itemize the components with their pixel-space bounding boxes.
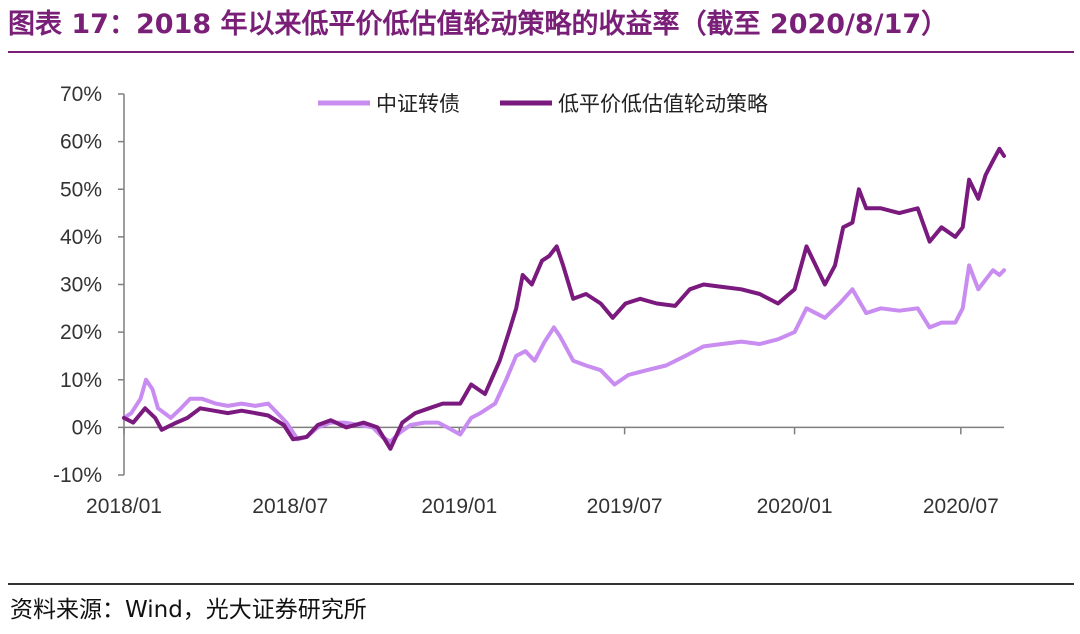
y-tick-label: -10%	[53, 464, 102, 487]
x-axis-tick-labels: 2018/01 2018/07 2019/01 2019/07 2020/01 2020/…	[86, 495, 999, 518]
y-tick-label: 20%	[60, 321, 102, 344]
y-axis-tick-labels: 70% 60% 50% 40% 30% 20% 10% 0% -10%	[53, 83, 102, 487]
x-tick-label: 2019/01	[421, 495, 497, 518]
legend-label-1: 中证转债	[376, 92, 460, 116]
y-tick-label: 50%	[60, 178, 102, 201]
legend-label-2: 低平价低估值轮动策略	[558, 92, 768, 116]
x-tick-label: 2018/01	[86, 495, 162, 518]
y-tick-label: 0%	[72, 416, 102, 439]
series-line-1	[122, 263, 1006, 444]
x-tick-label: 2020/07	[923, 495, 999, 518]
source-divider	[8, 583, 1074, 585]
chart-legend: 中证转债 低平价低估值轮动策略	[318, 92, 768, 116]
chart-axes	[118, 93, 1004, 476]
series-line-2	[122, 146, 1006, 451]
returns-line-chart: 70%60%50%40%30%20%10%0%-10% 2018/01 2018/…	[53, 83, 1006, 518]
series-lines	[122, 146, 1006, 451]
x-tick-label: 2020/01	[757, 495, 833, 518]
y-tick-label: 70%	[60, 83, 102, 106]
source-note: 资料来源：Wind，光大证券研究所	[10, 597, 367, 623]
y-tick-label: 30%	[60, 274, 102, 297]
y-tick-label: 40%	[60, 226, 102, 249]
x-tick-label: 2018/07	[252, 495, 328, 518]
title-divider	[8, 51, 1074, 53]
y-tick-label: 10%	[60, 369, 102, 392]
y-tick-label: 60%	[60, 131, 102, 154]
x-tick-label: 2019/07	[587, 495, 663, 518]
figure-title: 图表 17：2018 年以来低平价低估值轮动策略的收益率（截至 2020/8/1…	[8, 9, 949, 40]
